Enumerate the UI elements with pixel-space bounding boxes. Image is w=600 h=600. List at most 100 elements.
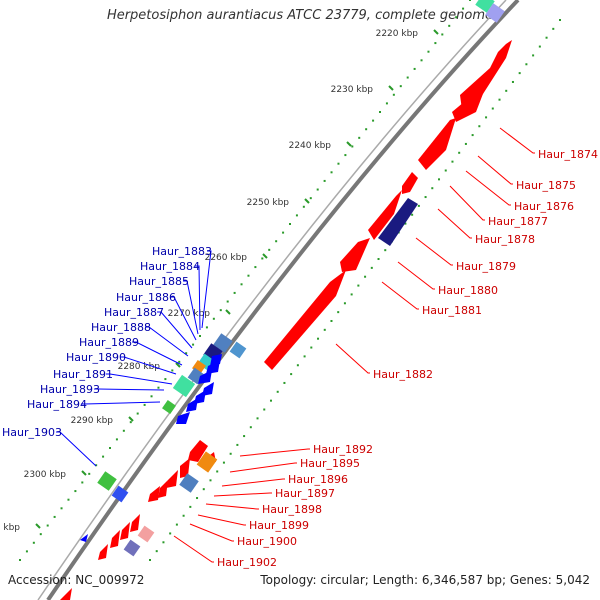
gene-label-reverse[interactable]: Haur_1890 (66, 351, 126, 364)
gc-dot (192, 343, 195, 346)
gene-haur-1900b[interactable] (110, 530, 120, 548)
leader-line-reverse (56, 431, 97, 467)
gene-haur-1894[interactable] (198, 370, 212, 384)
gc-dot (275, 240, 278, 243)
gene-label-reverse[interactable]: Haur_1891 (53, 368, 113, 381)
gc-dot (236, 443, 239, 446)
gc-dot (164, 378, 167, 381)
gene-label-reverse[interactable]: Haur_1885 (129, 275, 189, 288)
gene-haur-1890[interactable] (162, 400, 176, 414)
gc-dot (469, 0, 471, 1)
gene-small-2[interactable] (60, 588, 72, 600)
scale-tick-label: 2220 kbp (376, 29, 419, 39)
gc-dot (417, 204, 420, 207)
gene-label-forward[interactable]: Haur_1878 (475, 233, 535, 246)
gc-dot (427, 50, 430, 53)
gc-dot (32, 541, 35, 544)
gene-haur-1875[interactable] (452, 86, 486, 122)
gene-label-reverse[interactable]: Haur_1889 (79, 336, 139, 349)
gene-haur-1892[interactable] (188, 440, 208, 462)
gene-label-forward[interactable]: Haur_1896 (288, 473, 348, 486)
gene-haur-1896[interactable] (166, 470, 178, 488)
gene-haur-1877[interactable] (402, 172, 418, 194)
gene-haur-1895a[interactable] (180, 458, 190, 478)
gene-haur-1883[interactable] (213, 333, 233, 353)
gene-haur-1882[interactable] (264, 270, 346, 370)
gc-dot (155, 550, 158, 553)
gc-dot (171, 369, 174, 372)
gene-haur-1880[interactable] (340, 238, 370, 272)
gc-dot (256, 417, 259, 420)
gene-top-lavender[interactable] (485, 3, 505, 23)
gene-haur-1902c[interactable] (123, 539, 141, 557)
gene-label-forward[interactable]: Haur_1895 (300, 457, 360, 470)
gc-dot (178, 360, 181, 363)
gene-label-reverse[interactable]: Haur_1888 (91, 321, 151, 334)
gc-dot (102, 455, 105, 458)
gene-label-reverse[interactable]: Haur_1903 (2, 426, 62, 439)
gene-haur-1896b[interactable] (179, 473, 199, 493)
gene-haur-1876[interactable] (418, 118, 456, 170)
gene-label-reverse[interactable]: Haur_1884 (140, 260, 200, 273)
gene-haur-1900a[interactable] (120, 522, 130, 540)
gc-dot (441, 33, 444, 36)
gene-rev-4[interactable] (176, 412, 190, 424)
gene-haur-1884[interactable] (229, 341, 247, 359)
gene-label-forward[interactable]: Haur_1902 (217, 556, 277, 569)
leader-line-forward (189, 523, 234, 542)
gene-label-reverse[interactable]: Haur_1886 (116, 291, 176, 304)
gene-label-forward[interactable]: Haur_1897 (275, 487, 335, 500)
gc-dot (404, 222, 407, 225)
gene-haur-1874[interactable] (460, 40, 512, 110)
gene-haur-1902b[interactable] (137, 525, 155, 543)
leader-line-forward (335, 343, 370, 374)
gene-label-reverse[interactable]: Haur_1883 (152, 245, 212, 258)
gene-haur-1899[interactable] (130, 514, 140, 532)
gene-rev-3[interactable] (186, 398, 198, 412)
gc-dot (269, 399, 272, 402)
scale-tick-mark (128, 416, 134, 422)
gc-dot (451, 160, 454, 163)
gene-haur-1895[interactable] (196, 451, 218, 473)
gc-dot-tracks (19, 0, 561, 561)
gene-haur-1889[interactable] (172, 374, 196, 398)
gene-label-forward[interactable]: Haur_1874 (538, 148, 598, 161)
gene-label-forward[interactable]: Haur_1900 (237, 535, 297, 548)
leader-line-reverse (157, 311, 193, 349)
scale-tick-label: 2280 kbp (118, 362, 161, 372)
gc-dot (538, 45, 541, 48)
gene-haur-1902[interactable] (98, 544, 108, 560)
gene-rev-5[interactable] (80, 534, 88, 542)
gc-dot (485, 116, 488, 119)
gene-label-reverse[interactable]: Haur_1887 (104, 306, 164, 319)
gene-label-forward[interactable]: Haur_1879 (456, 260, 516, 273)
gene-haur-1878[interactable] (368, 190, 402, 240)
reverse-genes (80, 333, 247, 542)
gc-dot (532, 54, 535, 57)
gene-haur-1897[interactable] (158, 480, 168, 498)
gene-label-forward[interactable]: Haur_1876 (514, 200, 574, 213)
gc-dot (143, 403, 146, 406)
gene-label-reverse[interactable]: Haur_1893 (40, 383, 100, 396)
gene-label-forward[interactable]: Haur_1875 (516, 179, 576, 192)
scale-tick-label: 2310 kbp (0, 523, 20, 533)
gene-haur-1893[interactable] (206, 360, 220, 374)
gc-dot (498, 98, 501, 101)
gene-label-forward[interactable]: Haur_1882 (373, 368, 433, 381)
gc-dot (196, 497, 199, 500)
gene-label-forward[interactable]: Haur_1880 (438, 284, 498, 297)
gene-haur-1879[interactable] (378, 198, 418, 246)
gene-haur-1903b[interactable] (111, 485, 129, 503)
scale-tick-mark (346, 141, 352, 147)
gc-dot (295, 214, 298, 217)
gene-haur-1903[interactable] (97, 471, 117, 491)
gene-label-reverse[interactable]: Haur_1894 (27, 398, 87, 411)
gene-label-forward[interactable]: Haur_1877 (488, 215, 548, 228)
gene-label-forward[interactable]: Haur_1892 (313, 443, 373, 456)
gene-label-forward[interactable]: Haur_1881 (422, 304, 482, 317)
gene-label-forward[interactable]: Haur_1899 (249, 519, 309, 532)
gene-label-forward[interactable]: Haur_1898 (262, 503, 322, 516)
gene-haur-1898[interactable] (148, 486, 160, 502)
gene-top-cyan[interactable] (475, 0, 495, 13)
leader-line-forward (205, 503, 259, 510)
